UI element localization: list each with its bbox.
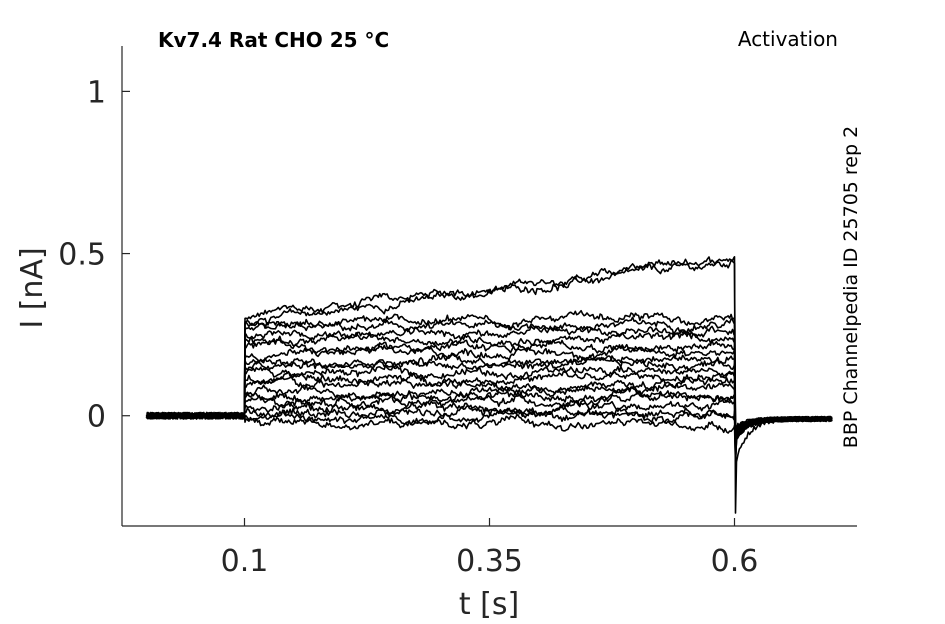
y-ticks-group: 00.51 (58, 75, 130, 435)
y-axis-title: I [nA] (15, 247, 50, 328)
current-trace (146, 376, 833, 452)
traces-group (145, 256, 833, 514)
y-tick-label: 1 (87, 75, 106, 110)
current-trace (146, 382, 833, 454)
current-trace (145, 325, 833, 439)
current-trace (145, 402, 833, 461)
chart-title: Kv7.4 Rat CHO 25 °C (158, 28, 389, 52)
current-trace (146, 338, 833, 442)
current-trace (145, 309, 833, 435)
current-trace (146, 316, 833, 437)
y-tick-label: 0.5 (58, 238, 106, 273)
current-trace (146, 412, 833, 465)
x-tick-label: 0.35 (456, 544, 523, 579)
current-trace (145, 331, 833, 440)
x-axis-title: t [s] (459, 587, 519, 622)
source-label: BBP Channelpedia ID 25705 rep 2 (840, 126, 862, 448)
current-trace (145, 407, 833, 463)
x-tick-label: 0.6 (711, 544, 759, 579)
current-trace (145, 354, 833, 447)
chart-subtitle: Activation (738, 27, 838, 51)
current-trace (146, 391, 833, 458)
current-trace (145, 398, 833, 459)
y-tick-label: 0 (87, 400, 106, 435)
x-tick-label: 0.1 (221, 544, 269, 579)
x-ticks-group: 0.1 0.35 0.6 (221, 518, 759, 579)
